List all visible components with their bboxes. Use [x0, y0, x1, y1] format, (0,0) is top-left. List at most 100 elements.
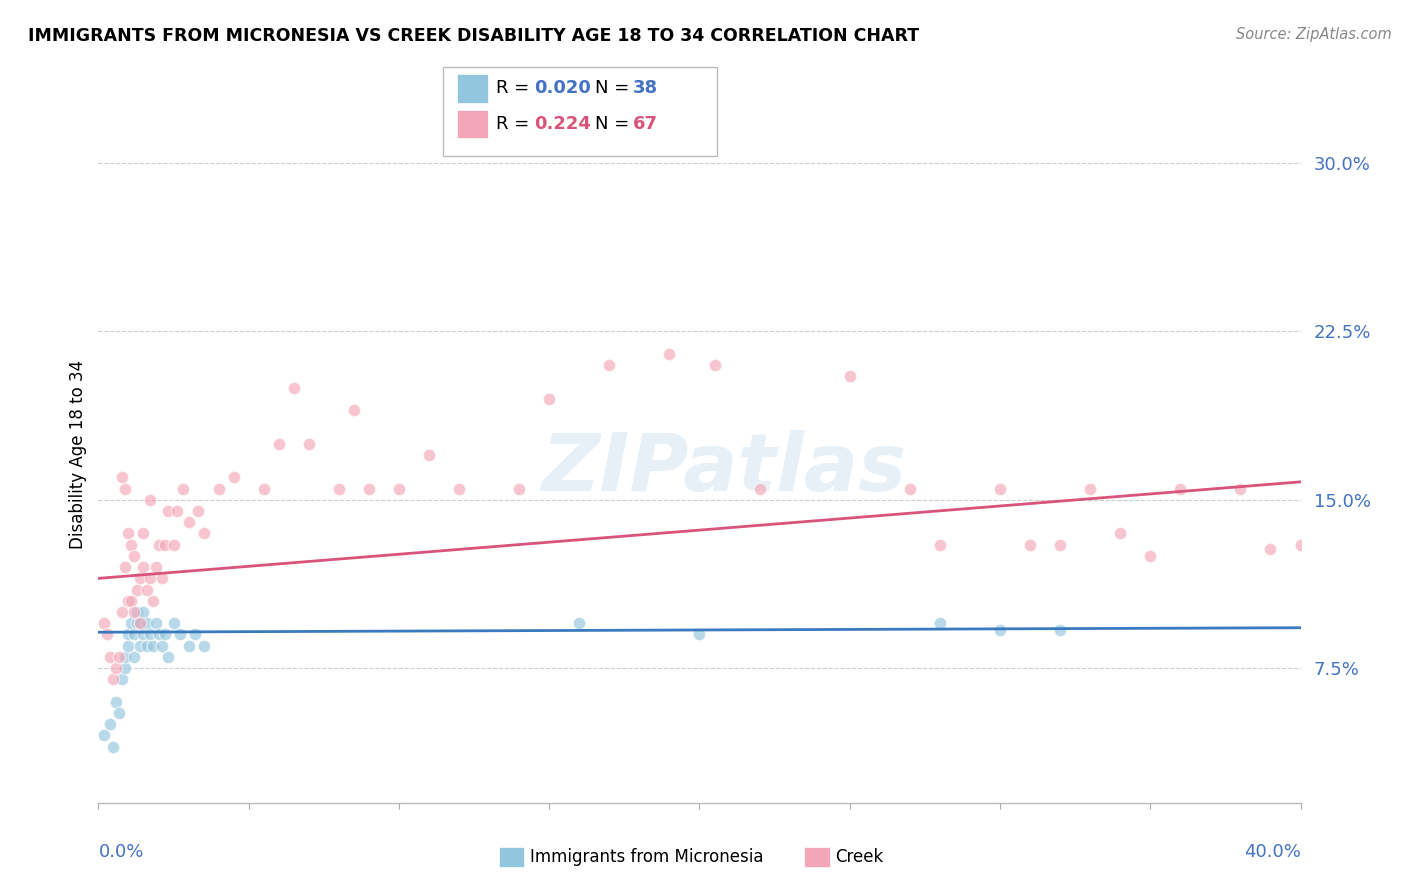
Point [117, 639, 139, 653]
Point [127, 582, 149, 597]
Point [929, 616, 952, 631]
Point [298, 436, 321, 450]
Point [222, 470, 245, 484]
Point [141, 639, 163, 653]
Point [117, 627, 139, 641]
Point [93, 616, 115, 631]
Point [838, 369, 860, 384]
Point [208, 482, 231, 496]
Point [141, 594, 163, 608]
Point [508, 482, 530, 496]
Point [127, 605, 149, 619]
Text: 0.020: 0.020 [534, 79, 591, 97]
Point [138, 492, 160, 507]
Point [898, 482, 921, 496]
Point [124, 549, 146, 563]
Point [114, 560, 136, 574]
Point [688, 627, 710, 641]
Text: Source: ZipAtlas.com: Source: ZipAtlas.com [1236, 27, 1392, 42]
Text: Creek: Creek [835, 848, 883, 866]
Point [127, 616, 149, 631]
Point [121, 538, 143, 552]
Point [132, 605, 155, 619]
Point [103, 739, 125, 754]
Point [124, 649, 146, 664]
Point [124, 605, 146, 619]
Text: R =: R = [496, 115, 536, 133]
Point [357, 482, 380, 496]
Text: 40.0%: 40.0% [1244, 843, 1301, 861]
Point [156, 649, 179, 664]
Point [153, 627, 176, 641]
Point [114, 482, 136, 496]
Point [121, 616, 143, 631]
Point [111, 470, 134, 484]
Point [598, 358, 620, 372]
Point [150, 571, 173, 585]
Point [658, 347, 681, 361]
Point [447, 482, 470, 496]
Point [103, 673, 125, 687]
Text: IMMIGRANTS FROM MICRONESIA VS CREEK DISABILITY AGE 18 TO 34 CORRELATION CHART: IMMIGRANTS FROM MICRONESIA VS CREEK DISA… [28, 27, 920, 45]
Point [129, 616, 152, 631]
Point [124, 627, 146, 641]
Point [162, 538, 184, 552]
Point [129, 616, 152, 631]
Point [929, 538, 952, 552]
Point [132, 560, 155, 574]
Point [105, 695, 128, 709]
Point [132, 627, 155, 641]
Point [156, 504, 179, 518]
Point [169, 627, 191, 641]
Point [177, 639, 200, 653]
Point [328, 482, 350, 496]
Point [1139, 549, 1161, 563]
Point [177, 515, 200, 529]
Point [114, 661, 136, 675]
Point [105, 661, 128, 675]
Point [138, 627, 160, 641]
Point [108, 706, 131, 720]
Text: 67: 67 [633, 115, 658, 133]
Point [153, 538, 176, 552]
Point [148, 538, 170, 552]
Point [111, 605, 134, 619]
Y-axis label: Disability Age 18 to 34: Disability Age 18 to 34 [69, 360, 87, 549]
Point [93, 729, 115, 743]
Point [253, 482, 276, 496]
Point [193, 526, 215, 541]
Point [1229, 482, 1251, 496]
Point [193, 639, 215, 653]
Text: 38: 38 [633, 79, 658, 97]
Text: 0.0%: 0.0% [98, 843, 143, 861]
Point [148, 627, 170, 641]
Point [1049, 538, 1071, 552]
Point [703, 358, 725, 372]
Point [129, 571, 152, 585]
Point [988, 623, 1011, 637]
Point [166, 504, 188, 518]
Point [538, 392, 561, 406]
Point [100, 649, 122, 664]
Point [117, 526, 139, 541]
Point [1289, 538, 1312, 552]
Point [135, 616, 157, 631]
Point [135, 582, 157, 597]
Point [114, 649, 136, 664]
Point [145, 616, 167, 631]
Point [100, 717, 122, 731]
Point [121, 594, 143, 608]
Text: 0.224: 0.224 [534, 115, 591, 133]
Point [183, 627, 205, 641]
Point [187, 504, 209, 518]
Point [748, 482, 770, 496]
Point [145, 560, 167, 574]
Point [132, 526, 155, 541]
Point [988, 482, 1011, 496]
Point [162, 616, 184, 631]
Point [267, 436, 290, 450]
Point [96, 627, 118, 641]
Point [150, 639, 173, 653]
Text: R =: R = [496, 79, 536, 97]
Point [117, 594, 139, 608]
